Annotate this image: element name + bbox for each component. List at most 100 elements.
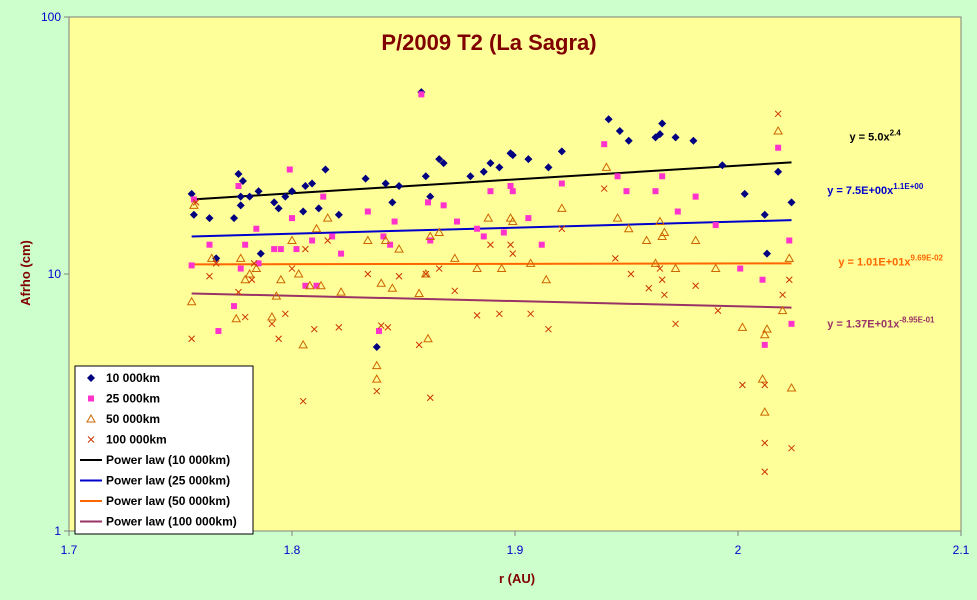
data-point xyxy=(645,284,653,292)
data-point xyxy=(480,233,487,240)
data-point xyxy=(541,274,552,284)
data-point xyxy=(192,199,200,206)
data-point xyxy=(690,235,701,245)
data-point xyxy=(206,272,213,280)
data-point xyxy=(271,291,282,300)
data-point xyxy=(316,280,326,290)
data-point xyxy=(313,282,320,289)
data-point xyxy=(387,283,398,292)
data-point xyxy=(507,182,514,189)
data-point xyxy=(761,468,769,476)
data-point xyxy=(672,320,679,328)
data-point xyxy=(189,200,199,209)
data-point xyxy=(322,213,333,222)
equation-annotations: y = 5.0x2.4 y = 7.5E+00x1.1E+00 y = 1.01E+… xyxy=(827,129,943,331)
legend-label: Power law (25 000km) xyxy=(106,474,230,488)
data-point xyxy=(298,339,309,349)
data-point xyxy=(394,244,404,253)
data-point xyxy=(253,225,260,232)
legend-label: 10 000km xyxy=(106,371,160,385)
legend-label: Power law (10 000km) xyxy=(106,453,230,467)
data-point xyxy=(495,163,504,172)
data-point xyxy=(242,241,249,248)
data-point xyxy=(425,199,432,206)
data-point xyxy=(288,187,296,196)
data-point xyxy=(388,198,397,207)
x-axis-title: r (AU) xyxy=(499,571,535,586)
data-point xyxy=(423,333,433,343)
data-point xyxy=(777,305,788,315)
data-point xyxy=(674,208,681,215)
data-point xyxy=(509,250,517,258)
legend-marker-swatch xyxy=(87,436,95,443)
data-point xyxy=(188,335,196,343)
data-point xyxy=(281,310,289,318)
data-point xyxy=(245,192,254,201)
trend-equation: y = 7.5E+00x1.1E+00 xyxy=(827,182,924,197)
legend-marker-swatch xyxy=(88,395,94,402)
data-point xyxy=(508,151,517,160)
data-point xyxy=(784,253,795,262)
data-point xyxy=(479,167,488,176)
axes: 1.7 1.8 1.9 2 2.1 1 10 100 xyxy=(41,10,970,557)
data-point xyxy=(500,229,507,236)
data-point xyxy=(364,208,371,215)
data-point xyxy=(267,312,277,321)
data-point xyxy=(234,169,243,178)
data-point xyxy=(434,227,445,237)
data-point xyxy=(375,328,382,335)
data-point xyxy=(788,444,795,452)
data-point xyxy=(275,335,282,343)
legend-label: 25 000km xyxy=(106,392,160,406)
data-point xyxy=(254,187,263,196)
data-point xyxy=(483,213,494,222)
data-point xyxy=(414,288,424,297)
x-tick-label: 1.9 xyxy=(507,543,524,557)
data-point xyxy=(371,374,382,383)
data-point xyxy=(670,263,681,273)
data-point xyxy=(507,216,518,226)
data-point xyxy=(785,276,793,284)
data-point xyxy=(384,324,392,331)
data-point xyxy=(652,188,659,195)
data-point xyxy=(335,324,343,331)
data-point xyxy=(268,320,276,328)
data-point xyxy=(740,189,749,198)
data-point xyxy=(659,227,670,237)
data-point xyxy=(391,218,398,225)
data-point xyxy=(231,313,242,323)
data-point xyxy=(289,215,295,222)
data-point xyxy=(324,237,332,244)
data-point xyxy=(689,136,698,145)
data-point xyxy=(205,214,214,223)
data-point xyxy=(661,291,668,299)
data-point xyxy=(538,241,545,248)
data-point xyxy=(658,276,666,284)
data-point xyxy=(762,249,771,258)
data-point xyxy=(275,274,286,284)
data-point xyxy=(250,260,258,267)
data-point xyxy=(624,136,633,145)
data-point xyxy=(362,235,373,245)
data-point xyxy=(310,325,318,333)
data-point xyxy=(236,192,245,201)
data-point xyxy=(281,192,290,201)
data-point xyxy=(286,166,293,173)
x-tick-label: 1.7 xyxy=(61,543,78,557)
data-point xyxy=(623,188,630,195)
data-point xyxy=(308,179,317,188)
y-tick-label: 100 xyxy=(41,10,61,24)
data-point xyxy=(236,201,245,210)
data-point xyxy=(377,322,385,329)
data-point xyxy=(241,313,249,321)
data-point xyxy=(773,126,784,135)
data-point xyxy=(761,381,769,389)
data-point xyxy=(334,210,343,219)
data-point xyxy=(380,235,391,245)
data-point xyxy=(304,280,315,290)
data-point xyxy=(509,188,516,195)
data-point xyxy=(270,198,279,207)
data-point xyxy=(710,263,721,273)
data-point xyxy=(557,147,566,156)
